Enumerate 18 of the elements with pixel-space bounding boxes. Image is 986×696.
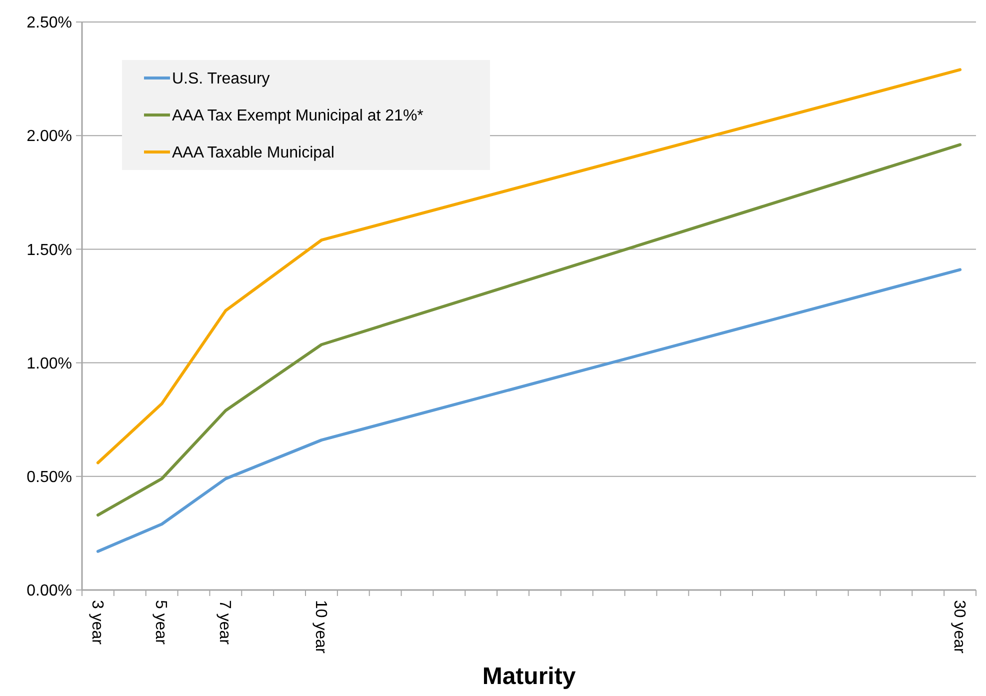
legend-label: AAA Tax Exempt Municipal at 21%* — [172, 108, 424, 125]
y-tick-label: 2.00% — [26, 128, 72, 146]
line-series — [96, 68, 962, 464]
x-axis-title: Maturity — [482, 663, 576, 690]
y-tick-label: 0.00% — [26, 582, 72, 600]
x-tick-label: 3 year — [88, 600, 106, 646]
y-tick-label: 1.00% — [26, 355, 72, 372]
x-tick-label: 7 year — [216, 600, 234, 646]
y-tick-label: 1.50% — [26, 242, 72, 259]
legend-label: U.S. Treasury — [172, 70, 270, 88]
y-tick-label: 0.50% — [26, 469, 72, 486]
line-series — [96, 143, 962, 517]
x-tick-label: 5 year — [152, 600, 170, 646]
legend-label: AAA Taxable Municipal — [172, 144, 334, 162]
line-series — [96, 268, 962, 553]
x-tick-label: 10 year — [312, 600, 329, 654]
x-tick-label: 30 year — [950, 600, 968, 654]
y-tick-label: 2.50% — [26, 14, 72, 32]
